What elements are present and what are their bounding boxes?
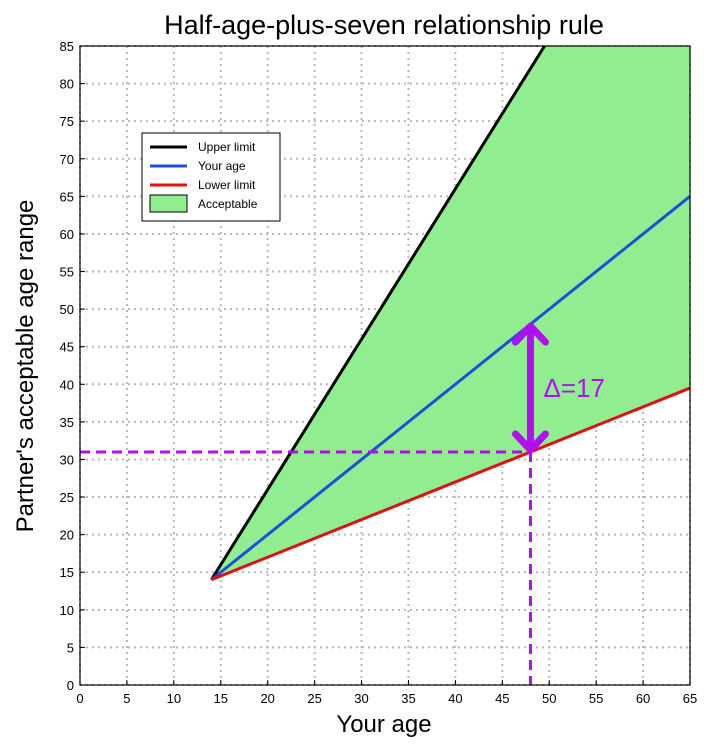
legend-label: Upper limit [198,140,256,154]
y-tick-label: 70 [60,152,74,167]
y-tick-label: 10 [60,603,74,618]
y-tick-label: 40 [60,377,74,392]
y-tick-label: 45 [60,340,74,355]
y-tick-label: 15 [60,565,74,580]
annotation: Δ=17 [80,322,605,685]
y-tick-label: 80 [60,77,74,92]
x-tick-label: 45 [495,691,509,706]
legend: Upper limit Your age Lower limit Acceptable [141,132,281,222]
series-line [210,386,691,582]
x-tick-label: 40 [448,691,462,706]
y-tick-label: 50 [60,302,74,317]
x-tick-label: 5 [123,691,130,706]
legend-label: Acceptable [198,197,258,211]
x-tick-label: 50 [542,691,556,706]
x-tick-label: 60 [636,691,650,706]
series-line [210,195,691,581]
plot-frame [79,45,691,686]
chart-title: Half-age-plus-seven relationship rule [164,10,604,40]
y-tick-label: 30 [60,452,74,467]
y-tick-label: 5 [67,640,74,655]
x-tick-label: 65 [683,691,697,706]
y-tick-label: 60 [60,227,74,242]
y-tick-label: 85 [60,39,74,54]
x-tick-label: 10 [167,691,181,706]
y-tick-label: 20 [60,528,74,543]
acceptable-area [211,46,690,580]
delta-arrow-head-top [511,322,549,346]
delta-arrow-head-bottom [511,430,549,454]
y-axis-label: Partner's acceptable age range [12,200,39,533]
legend-label: Your age [198,159,246,173]
x-tick-label: 20 [260,691,274,706]
y-tick-label: 0 [67,678,74,693]
series-lines [210,45,691,582]
legend-swatch-area [149,194,188,213]
axis-ticks: 0 5 10 15 20 25 30 35 40 45 50 55 60 65 0 5 10 15 20 25 30 35… [60,39,698,706]
y-tick-label: 25 [60,490,74,505]
x-tick-label: 25 [307,691,321,706]
y-tick-label: 55 [60,265,74,280]
series-line [210,45,546,581]
y-tick-label: 75 [60,114,74,129]
delta-label: Δ=17 [543,373,604,403]
y-tick-label: 65 [60,189,74,204]
legend-label: Lower limit [198,178,256,192]
x-tick-label: 15 [214,691,228,706]
y-tick-label: 35 [60,415,74,430]
x-axis-label: Your age [336,711,431,738]
x-tick-label: 55 [589,691,603,706]
x-tick-label: 35 [401,691,415,706]
x-tick-label: 0 [76,691,83,706]
x-tick-label: 30 [354,691,368,706]
